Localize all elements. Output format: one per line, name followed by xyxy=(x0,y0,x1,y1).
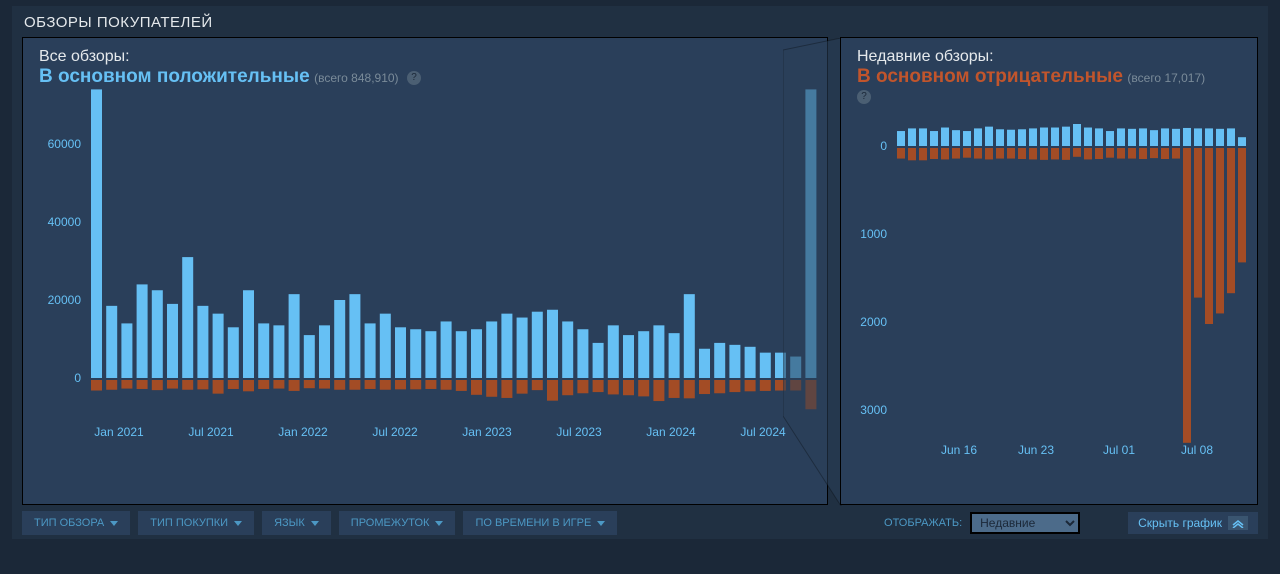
caret-down-icon xyxy=(311,521,319,526)
filter-промежуток[interactable]: ПРОМЕЖУТОК xyxy=(339,511,456,535)
section-title: ОБЗОРЫ ПОКУПАТЕЛЕЙ xyxy=(12,6,1268,37)
recent-reviews-chart[interactable]: 0 1000 2000 3000 Jun 16 Jun 23 Jul 01 Jul 08 xyxy=(841,106,1259,476)
filter-язык[interactable]: ЯЗЫК xyxy=(262,511,331,535)
all-reviews-label: Все обзоры: xyxy=(39,48,811,66)
svg-text:Jul 2022: Jul 2022 xyxy=(372,425,418,439)
svg-text:Jan 2024: Jan 2024 xyxy=(646,425,696,439)
svg-text:Jun 16: Jun 16 xyxy=(941,443,977,457)
all-reviews-chart-box: Все обзоры: В основном положительные (вс… xyxy=(22,37,828,505)
info-icon[interactable]: ? xyxy=(857,90,871,104)
svg-text:3000: 3000 xyxy=(860,403,887,417)
recent-reviews-count: (всего 17,017) xyxy=(1127,71,1205,85)
svg-text:Jan 2023: Jan 2023 xyxy=(462,425,512,439)
caret-down-icon xyxy=(597,521,605,526)
all-reviews-chart[interactable]: 0 20000 40000 60000 Jan 2021 Jul 2021 Jan 2022… xyxy=(23,88,829,468)
svg-text:Jan 2021: Jan 2021 xyxy=(94,425,144,439)
recent-reviews-label: Недавние обзоры: xyxy=(857,48,1241,66)
svg-text:Jul 08: Jul 08 xyxy=(1181,443,1213,457)
caret-down-icon xyxy=(234,521,242,526)
filter-по-времени-в-игре[interactable]: ПО ВРЕМЕНИ В ИГРЕ xyxy=(463,511,617,535)
svg-text:Jul 01: Jul 01 xyxy=(1103,443,1135,457)
filter-тип-обзора[interactable]: ТИП ОБЗОРА xyxy=(22,511,130,535)
svg-text:0: 0 xyxy=(74,371,81,385)
hide-graph-button[interactable]: Скрыть график xyxy=(1128,512,1258,534)
svg-text:2000: 2000 xyxy=(860,315,887,329)
svg-text:20000: 20000 xyxy=(48,293,82,307)
caret-down-icon xyxy=(110,521,118,526)
caret-down-icon xyxy=(435,521,443,526)
display-label: ОТОБРАЖАТЬ: xyxy=(884,517,962,529)
recent-reviews-rating: В основном отрицательные xyxy=(857,66,1123,87)
svg-text:0: 0 xyxy=(880,139,887,153)
all-reviews-rating: В основном положительные xyxy=(39,66,310,87)
display-select[interactable]: Недавние xyxy=(970,512,1080,534)
filter-bar: ТИП ОБЗОРА ТИП ПОКУПКИ ЯЗЫК ПРОМЕЖУТОК ПО ВР… xyxy=(12,505,1268,539)
svg-text:Jan 2022: Jan 2022 xyxy=(278,425,328,439)
svg-text:Jun 23: Jun 23 xyxy=(1018,443,1054,457)
filter-тип-покупки[interactable]: ТИП ПОКУПКИ xyxy=(138,511,254,535)
svg-text:Jul 2023: Jul 2023 xyxy=(556,425,602,439)
svg-text:60000: 60000 xyxy=(48,137,82,151)
chevron-up-icon xyxy=(1228,516,1248,530)
svg-text:Jul 2021: Jul 2021 xyxy=(188,425,234,439)
info-icon[interactable]: ? xyxy=(407,71,421,85)
all-reviews-count: (всего 848,910) xyxy=(314,71,398,85)
svg-text:1000: 1000 xyxy=(860,227,887,241)
recent-reviews-chart-box: Недавние обзоры: В основном отрицательны… xyxy=(840,37,1258,505)
svg-text:40000: 40000 xyxy=(48,215,82,229)
svg-text:Jul 2024: Jul 2024 xyxy=(740,425,786,439)
